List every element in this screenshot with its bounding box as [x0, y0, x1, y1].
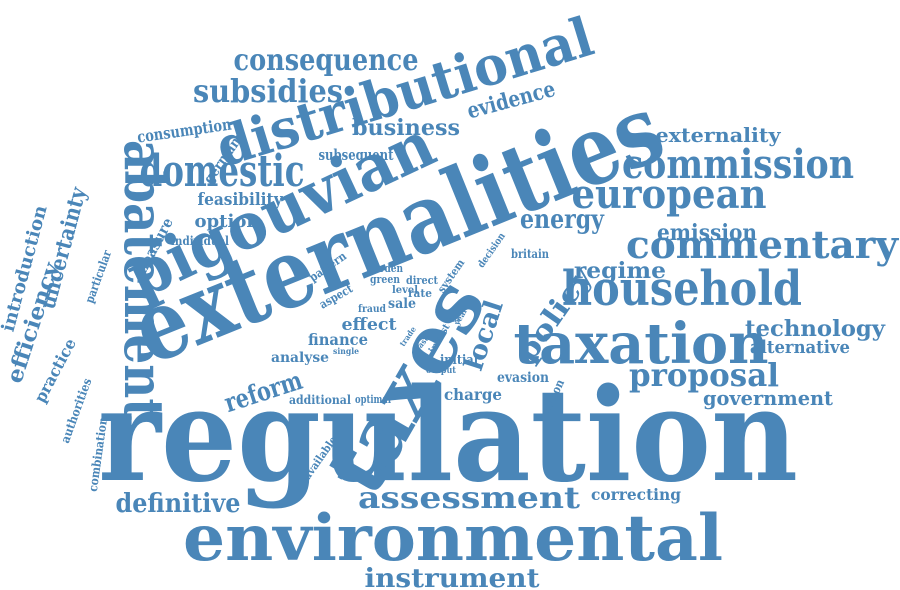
word-optimal: optimal	[355, 393, 391, 406]
word-rate: rate	[408, 287, 432, 300]
word-assessment: assessment	[358, 481, 580, 516]
word-commentary: commentary	[626, 222, 899, 267]
word-evasion: evasion	[497, 370, 549, 386]
word-charge: charge	[444, 385, 502, 404]
word-britain: britain	[511, 247, 549, 261]
word-authorities: authorities	[58, 376, 94, 445]
word-business: business	[352, 115, 460, 141]
word-level: level	[392, 285, 418, 296]
word-alternative: alternative	[750, 337, 850, 358]
word-externality: externality	[656, 123, 782, 147]
word-effect: effect	[342, 315, 397, 335]
word-single: single	[333, 346, 359, 356]
word-finance: finance	[308, 330, 368, 349]
word-subsidies: subsidies	[193, 72, 343, 110]
word-definitive: definitive	[116, 489, 241, 519]
word-cost: cost	[444, 315, 461, 324]
word-instrument: instrument	[365, 564, 540, 590]
word-initial: initial	[440, 353, 478, 368]
word-feasibility: feasibility	[198, 190, 284, 210]
word-household: household	[562, 261, 802, 317]
word-regime: regime	[574, 258, 666, 284]
word-abatement: abatement	[112, 140, 176, 420]
word-individual: individual	[171, 234, 229, 248]
word-regulation: regulation	[98, 361, 798, 511]
word-group: regulationexternalitiestaxespigouvianenv…	[0, 4, 899, 590]
word-proposal: proposal	[629, 356, 779, 394]
word-european: european	[572, 171, 767, 218]
word-additional: additional	[289, 393, 351, 407]
word-green: green	[370, 273, 400, 286]
word-correcting: correcting	[591, 485, 681, 504]
word-commission: commission	[622, 141, 854, 188]
word-output: output	[426, 366, 457, 376]
word-burden: burden	[367, 262, 403, 275]
word-sale: sale	[388, 296, 416, 312]
word-consequence: consequence	[234, 43, 419, 78]
word-uncertainty: uncertainty	[35, 183, 93, 311]
word-technology: technology	[745, 316, 886, 342]
word-particular: particular	[82, 248, 114, 305]
word-analyse: analyse	[271, 350, 329, 366]
word-environmental: environmental	[183, 501, 723, 576]
word-domestic: domestic	[140, 146, 305, 197]
word-fraud: fraud	[358, 304, 386, 315]
word-emission: emission	[657, 220, 757, 246]
word-energy: energy	[520, 205, 605, 235]
word-taxation: taxation	[514, 311, 769, 377]
word-subsequent: subsequent	[319, 146, 394, 164]
word-government: government	[703, 386, 834, 410]
word-direct: direct	[406, 274, 439, 287]
word-option: option	[195, 211, 260, 232]
